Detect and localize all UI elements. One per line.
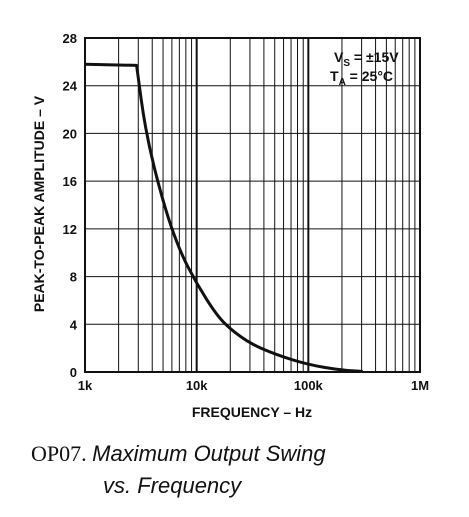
- series-line: [84, 62, 364, 373]
- y-tick-label: 4: [70, 317, 78, 332]
- annotation-vs-main: V: [334, 49, 344, 65]
- caption-title-line2: vs. Frequency: [103, 473, 242, 498]
- annotation-vs-rest: = ±15V: [350, 49, 399, 65]
- x-tick-label: 1k: [78, 378, 93, 393]
- x-tick-label: 100k: [294, 378, 324, 393]
- x-tick-label: 1M: [411, 378, 429, 393]
- y-tick-label: 28: [63, 31, 77, 46]
- y-tick-label: 16: [63, 174, 77, 189]
- x-axis-label: FREQUENCY – Hz: [192, 404, 312, 420]
- caption-title-line1: Maximum Output Swing: [92, 441, 326, 466]
- annotation-ta-sub: A: [339, 77, 346, 88]
- y-tick-label: 12: [63, 222, 77, 237]
- chart: 1k 10k 100k 1M 0 4 8 12 16 20 24 28 VS = ±15V TA =…: [31, 31, 429, 420]
- y-tick-label: 24: [63, 79, 78, 94]
- figure-caption: OP07. Maximum Output Swing vs. Frequency: [31, 438, 461, 502]
- grid: [84, 37, 420, 373]
- x-tick-label: 10k: [186, 378, 208, 393]
- caption-part-number: OP07.: [31, 441, 87, 466]
- y-tick-label: 20: [63, 126, 77, 141]
- plot-frame: [84, 37, 421, 373]
- annotation-vs-sub: S: [343, 58, 350, 69]
- annotation-vs: VS = ±15V: [334, 49, 399, 69]
- annotation-ta-main: T: [330, 68, 339, 84]
- y-tick-labels: 0 4 8 12 16 20 24 28: [63, 31, 78, 380]
- y-tick-label: 8: [70, 270, 77, 285]
- y-tick-label: 0: [70, 365, 77, 380]
- x-tick-labels: 1k 10k 100k 1M: [78, 378, 429, 393]
- y-axis-label: PEAK-TO-PEAK AMPLITUDE – V: [31, 95, 47, 312]
- annotation-ta-rest: = 25°C: [346, 68, 393, 84]
- annotation-ta: TA = 25°C: [330, 68, 393, 88]
